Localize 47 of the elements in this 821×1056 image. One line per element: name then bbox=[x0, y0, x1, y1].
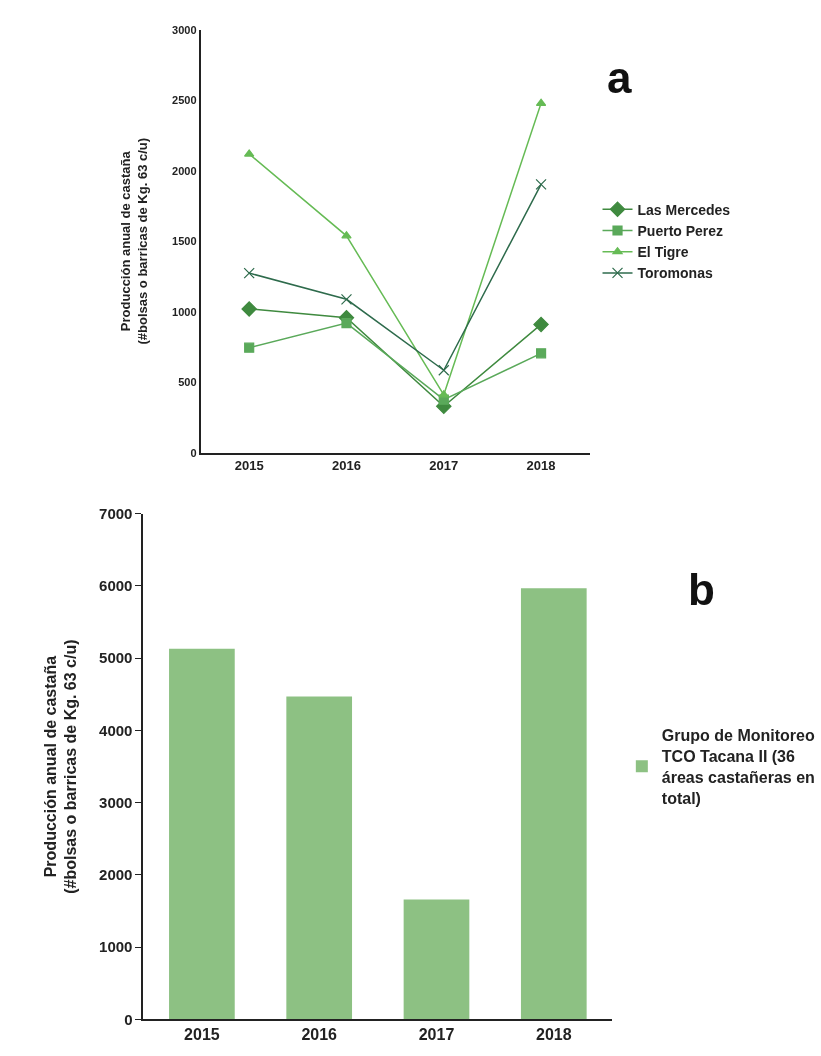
y-tick-label: 5000 bbox=[99, 649, 133, 667]
point bbox=[438, 364, 450, 376]
y-tick-label: 1000 bbox=[172, 305, 197, 318]
bar bbox=[169, 648, 235, 1020]
point bbox=[243, 267, 255, 279]
y-tick-label: 2000 bbox=[172, 164, 197, 177]
legend-label: Las Mercedes bbox=[637, 201, 731, 218]
y-tick-label: 3000 bbox=[172, 23, 197, 36]
y-tick-label: 1500 bbox=[172, 235, 197, 248]
y-tick-label: 4000 bbox=[99, 721, 133, 739]
y-tick-label: 2500 bbox=[172, 94, 197, 107]
y-axis-title: Producción anual de castaña (#bolsas o barricas de Kg. 63 c/u) bbox=[41, 639, 80, 894]
y-tick-label: 7000 bbox=[99, 504, 133, 522]
x-tick-label: 2017 bbox=[418, 1026, 455, 1044]
point bbox=[438, 390, 449, 398]
bar bbox=[520, 588, 587, 1020]
point bbox=[535, 178, 547, 190]
y-tick-label: 3000 bbox=[99, 793, 133, 811]
y-tick-label: 6000 bbox=[99, 577, 133, 595]
text: a bbox=[607, 53, 632, 102]
x-tick-label: 2016 bbox=[332, 458, 361, 474]
bar bbox=[403, 899, 470, 1020]
y-tick-label: 0 bbox=[124, 1010, 133, 1028]
legend-label: Toromonas bbox=[637, 265, 713, 282]
point bbox=[244, 342, 255, 353]
legend-label: Puerto Perez bbox=[637, 222, 724, 239]
y-axis-title: Producción anual de castaña (#bolsas o barricas de Kg. 63 c/u) bbox=[117, 137, 150, 345]
x-tick-label: 2016 bbox=[301, 1026, 338, 1044]
y-tick-label: 1000 bbox=[99, 938, 133, 956]
x-tick-label: 2015 bbox=[184, 1026, 220, 1044]
point bbox=[533, 316, 549, 333]
bar bbox=[286, 696, 353, 1020]
legend-label: El Tigre bbox=[637, 244, 689, 261]
point bbox=[341, 318, 352, 329]
x-tick-label: 2018 bbox=[526, 458, 556, 474]
y-tick-label: 500 bbox=[178, 376, 197, 389]
point bbox=[341, 231, 352, 239]
y-tick-label: 0 bbox=[190, 446, 197, 459]
y-tick-label: 2000 bbox=[99, 866, 133, 884]
x-tick-label: 2015 bbox=[234, 458, 264, 474]
point bbox=[241, 301, 257, 317]
text: b bbox=[688, 565, 715, 614]
x-tick-label: 2018 bbox=[536, 1026, 572, 1044]
legend-label: Grupo de Monitoreo TCO Tacana II (36 áreas castañeras en total) bbox=[661, 727, 815, 807]
x-tick-label: 2017 bbox=[429, 458, 459, 474]
point bbox=[340, 293, 353, 305]
point bbox=[535, 348, 547, 359]
